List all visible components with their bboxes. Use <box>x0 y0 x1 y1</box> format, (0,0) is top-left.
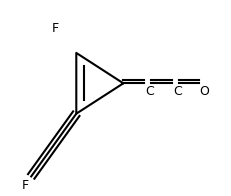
Text: C: C <box>173 85 182 98</box>
Text: C: C <box>146 85 154 98</box>
Text: O: O <box>199 85 209 98</box>
Text: F: F <box>22 179 29 192</box>
Text: F: F <box>52 22 59 35</box>
